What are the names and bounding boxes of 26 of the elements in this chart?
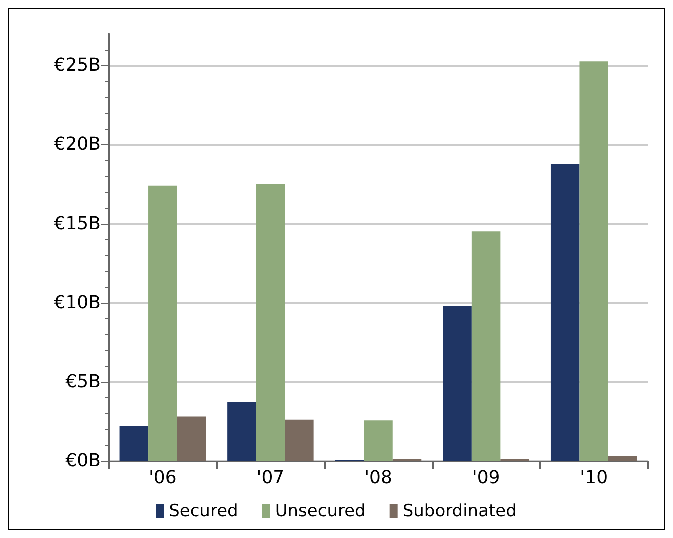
- bar: [285, 420, 314, 461]
- bar: [443, 306, 472, 461]
- y-tick-label: €15B: [54, 213, 101, 234]
- x-tick-label: '07: [256, 468, 285, 488]
- x-tick-label: '10: [580, 468, 608, 488]
- x-tick-label: '06: [148, 468, 177, 488]
- bar: [472, 232, 501, 461]
- bar: [580, 62, 608, 461]
- bar: [256, 184, 286, 461]
- bar: [148, 186, 178, 461]
- y-tick-label: €20B: [54, 134, 101, 156]
- y-tick-label: €25B: [54, 55, 101, 76]
- legend-label: Subordinated: [402, 502, 517, 522]
- bar: [550, 164, 580, 461]
- x-tick-label: '09: [472, 468, 500, 488]
- y-tick-label: €0B: [66, 450, 101, 472]
- bar: [120, 426, 149, 461]
- y-tick-label: €10B: [54, 292, 101, 314]
- legend-label: Secured: [169, 502, 238, 522]
- legend-label: Unsecured: [275, 502, 366, 522]
- x-tick-label: '08: [364, 468, 392, 488]
- bar: [364, 420, 393, 461]
- bar: [177, 416, 206, 461]
- bar: [608, 456, 638, 461]
- bar: [228, 402, 256, 461]
- y-tick-label: €5B: [66, 371, 101, 392]
